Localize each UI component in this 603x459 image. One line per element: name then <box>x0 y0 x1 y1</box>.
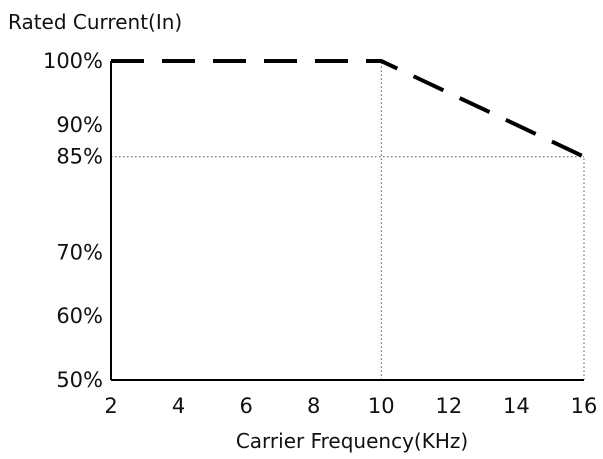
x-tick-label-6: 6 <box>239 394 252 418</box>
y-tick-labels: 100% 90% 85% 70% 60% 50% <box>43 49 103 392</box>
axes <box>110 61 584 381</box>
x-tick-label-8: 8 <box>307 394 320 418</box>
x-tick-label-10: 10 <box>368 394 395 418</box>
y-tick-label-60: 60% <box>56 304 103 328</box>
series-line-0 <box>111 59 585 159</box>
y-tick-label-100: 100% <box>43 49 103 73</box>
y-tick-label-90: 90% <box>56 113 103 137</box>
y-tick-label-70: 70% <box>56 240 103 264</box>
y-tick-label-85: 85% <box>56 145 103 169</box>
series-layer <box>110 59 585 159</box>
x-tick-label-16: 16 <box>571 394 598 418</box>
x-tick-label-2: 2 <box>104 394 117 418</box>
x-tick-label-14: 14 <box>503 394 530 418</box>
x-tick-label-4: 4 <box>172 394 185 418</box>
y-axis-title: Rated Current(In) <box>8 10 182 34</box>
y-tick-label-50: 50% <box>56 368 103 392</box>
x-tick-labels: 2 4 6 8 10 12 14 16 <box>104 394 597 418</box>
x-tick-label-12: 12 <box>435 394 462 418</box>
x-axis-title: Carrier Frequency(KHz) <box>236 429 468 453</box>
reference-lines <box>111 61 585 380</box>
